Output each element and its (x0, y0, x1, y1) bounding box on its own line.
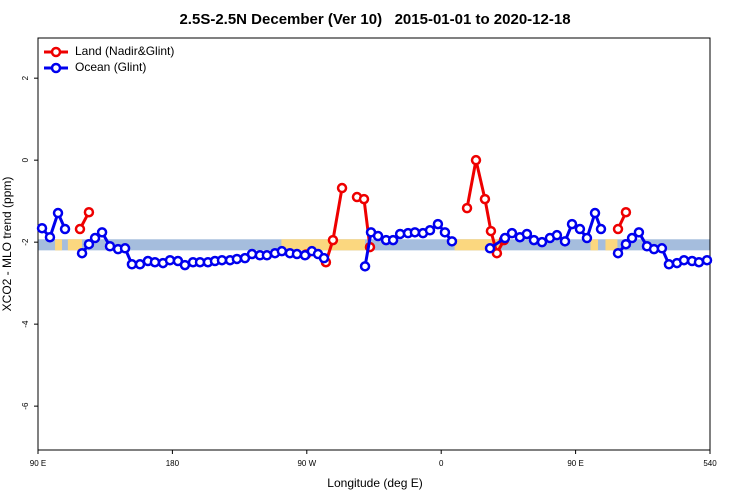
point (439, 227, 451, 238)
x-tick-label: 0 (439, 459, 444, 468)
x-tick-label: 180 (166, 459, 180, 468)
point (461, 202, 473, 214)
point (149, 256, 161, 268)
point (656, 243, 668, 254)
point (678, 254, 690, 266)
y-tick-label: -2 (21, 238, 30, 246)
legend-marker (50, 46, 62, 58)
land-band (590, 239, 598, 251)
point (36, 222, 48, 234)
point (612, 247, 624, 259)
point (506, 227, 518, 239)
x-tick-label: 90 W (297, 459, 316, 468)
point (491, 247, 503, 259)
point (83, 206, 95, 218)
land-band (454, 239, 500, 251)
y-tick-label: 0 (21, 157, 30, 162)
land-band (281, 239, 366, 251)
point (485, 225, 497, 237)
point (551, 229, 563, 241)
point (358, 193, 370, 205)
point (424, 225, 436, 236)
plot-frame (37, 37, 711, 451)
point (261, 250, 273, 261)
point (104, 241, 116, 252)
point (581, 232, 593, 244)
legend-label: Ocean (Glint) (75, 60, 146, 74)
point (559, 236, 571, 247)
point (566, 218, 578, 230)
legend-marker (50, 62, 62, 74)
point (89, 232, 101, 244)
point (409, 227, 421, 238)
y-tick-label: -6 (21, 402, 30, 410)
x-tick-label: 90 E (567, 459, 583, 468)
point (276, 245, 288, 257)
y-tick-label: 2 (21, 75, 30, 80)
point (96, 227, 108, 238)
point (612, 223, 624, 235)
point (74, 223, 86, 235)
series-line (465, 159, 506, 258)
legend-label: Land (Nadir&Glint) (75, 44, 174, 58)
point (574, 223, 586, 235)
point (620, 206, 632, 218)
point (246, 248, 258, 260)
point (291, 248, 303, 260)
point (44, 231, 56, 243)
point (484, 243, 496, 254)
x-axis-label: Longitude (deg E) (327, 476, 422, 490)
land-band (67, 239, 83, 251)
point (387, 234, 399, 246)
point (701, 254, 713, 266)
point (536, 236, 548, 248)
point (620, 238, 632, 250)
x-tick-label: 90 E (30, 459, 46, 468)
point (76, 247, 88, 259)
chart-title: 2.5S-2.5N December (Ver 10) 2015-01-01 t… (179, 11, 570, 28)
point (372, 230, 384, 242)
point (521, 228, 533, 240)
point (589, 207, 601, 219)
series-line (40, 208, 67, 241)
point (231, 253, 243, 265)
point (318, 252, 330, 264)
point (359, 261, 371, 272)
point (446, 236, 458, 247)
point (179, 259, 191, 271)
point (470, 154, 482, 166)
point (327, 234, 339, 246)
point (528, 234, 540, 246)
point (216, 254, 228, 266)
y-axis-label: XCO2 - MLO trend (ppm) (0, 177, 14, 312)
point (595, 223, 607, 235)
land-band (55, 239, 63, 251)
land-band (605, 239, 618, 251)
point (336, 182, 348, 194)
series-line (324, 187, 344, 263)
point (479, 193, 491, 205)
point (693, 256, 705, 268)
point (626, 232, 638, 244)
y-tick-label: -4 (21, 320, 30, 328)
point (126, 259, 138, 270)
point (663, 259, 675, 270)
point (83, 238, 95, 250)
point (52, 207, 64, 219)
point (633, 227, 645, 238)
point (119, 243, 131, 254)
x-tick-label: 540 (703, 459, 717, 468)
point (59, 223, 71, 235)
point (432, 218, 444, 230)
point (499, 232, 511, 244)
